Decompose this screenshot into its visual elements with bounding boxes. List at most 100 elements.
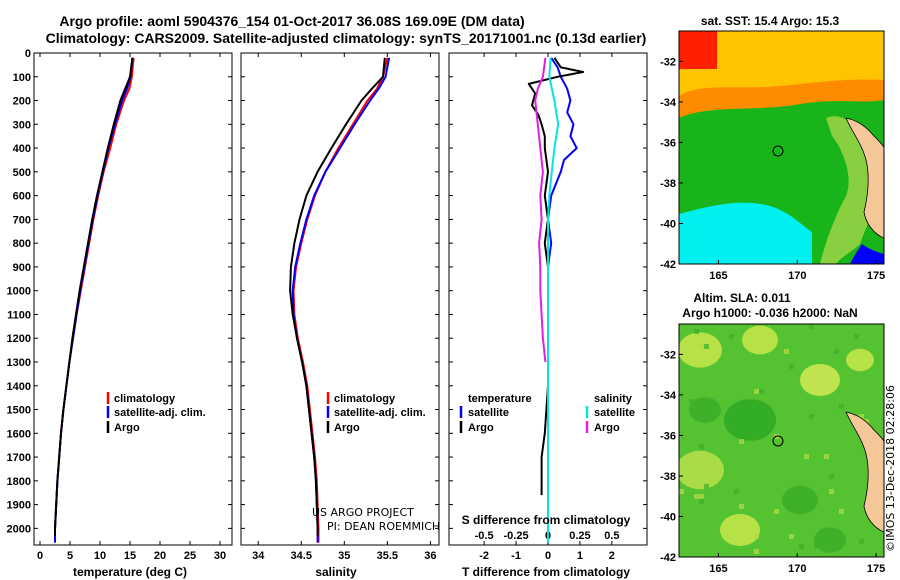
temperature-legend: climatology satellite-adj. clim. Argo bbox=[106, 392, 206, 434]
salinity-legend: climatology satellite-adj. clim. Argo bbox=[326, 392, 426, 434]
difference-series bbox=[527, 57, 585, 543]
salinity-axis: 34 34.5 35 35.5 36 bbox=[252, 53, 437, 562]
map-x-tick-label: 170 bbox=[788, 270, 806, 282]
map-cell bbox=[689, 399, 694, 404]
map-cell bbox=[839, 509, 844, 514]
temperature-xlabel: temperature (deg C) bbox=[73, 565, 187, 579]
x2-tick-label: -0.25 bbox=[504, 530, 529, 542]
map-x-tick-label: 170 bbox=[788, 563, 806, 575]
map-cell bbox=[704, 344, 709, 349]
legend-sal-satellite: satellite bbox=[594, 407, 635, 419]
map-cell bbox=[834, 349, 839, 354]
y-tick-label: 1100 bbox=[7, 309, 31, 321]
sst-map-title: sat. SST: 15.4 Argo: 15.3 bbox=[701, 14, 840, 28]
difference-legend-temperature: temperature satellite Argo bbox=[459, 393, 532, 434]
y-tick-label: 0 bbox=[25, 48, 31, 60]
legend-satellite: satellite-adj. clim. bbox=[334, 407, 426, 419]
y-tick-label: 100 bbox=[13, 72, 31, 84]
legend-argo: Argo bbox=[114, 422, 140, 434]
y-tick-label: 1500 bbox=[7, 405, 31, 417]
x-tick-label: 2 bbox=[609, 550, 615, 562]
map-cell bbox=[699, 344, 704, 349]
y-tick-label: 1200 bbox=[7, 333, 31, 345]
map-cell bbox=[699, 444, 704, 449]
x-tick-label: 10 bbox=[94, 550, 106, 562]
x2-tick-label: 0.25 bbox=[569, 530, 590, 542]
map-cell bbox=[800, 364, 840, 396]
sla-map-axes: 165 170 175 -32 -34 -36 -38 -40 -42 bbox=[660, 349, 885, 575]
map-cell bbox=[679, 332, 722, 368]
map-y-tick-label: -38 bbox=[660, 178, 676, 190]
map-cell bbox=[720, 514, 760, 546]
x2-tick-label: 0.5 bbox=[604, 530, 619, 542]
temperature-axis: 0 5 10 15 20 25 30 bbox=[37, 53, 226, 562]
map-y-tick-label: -42 bbox=[660, 259, 676, 271]
x-tick-label: 30 bbox=[214, 550, 226, 562]
credit-pi: PI: DEAN ROEMMICH bbox=[327, 520, 440, 533]
map-cell bbox=[854, 334, 859, 339]
x-tick-label: 1 bbox=[577, 550, 583, 562]
map-cell bbox=[729, 334, 734, 339]
sst-float-position bbox=[772, 145, 784, 157]
map-cell bbox=[829, 489, 834, 494]
map-y-tick-label: -42 bbox=[660, 552, 676, 564]
map-cell bbox=[689, 397, 721, 423]
temperature-series bbox=[54, 57, 135, 543]
map-cell bbox=[754, 549, 759, 554]
x-tick-label: 34.5 bbox=[291, 550, 312, 562]
salinity-series bbox=[289, 57, 391, 543]
sla-map-frame bbox=[678, 323, 885, 558]
temperature-plot-frame bbox=[33, 52, 233, 546]
x-tick-label: 0 bbox=[545, 550, 551, 562]
map-cell bbox=[742, 325, 778, 355]
legend-sal-argo: Argo bbox=[594, 422, 620, 434]
legend-header-salinity: salinity bbox=[594, 393, 633, 405]
title-line-2: Climatology: CARS2009. Satellite-adjuste… bbox=[46, 30, 647, 46]
y-tick-label: 200 bbox=[13, 96, 31, 108]
map-cell bbox=[809, 324, 814, 329]
series-line bbox=[527, 57, 585, 496]
y-tick-label: 1700 bbox=[7, 452, 31, 464]
sla-map bbox=[679, 324, 884, 557]
y-tick-label: 900 bbox=[13, 262, 31, 274]
salinity-plot-frame bbox=[240, 52, 440, 546]
sst-map-axes: 165 170 175 -32 -34 -36 -38 -40 -42 bbox=[660, 56, 885, 282]
x-tick-label: 0 bbox=[37, 550, 43, 562]
map-cell bbox=[814, 527, 846, 553]
series-line bbox=[534, 57, 547, 363]
map-cell bbox=[694, 494, 699, 499]
sst-deep-blue bbox=[850, 244, 884, 264]
map-cell bbox=[739, 504, 744, 509]
x-tick-label: 35 bbox=[338, 550, 350, 562]
map-cell bbox=[734, 489, 739, 494]
map-y-tick-label: -32 bbox=[660, 349, 676, 361]
x-tick-label: -2 bbox=[479, 550, 489, 562]
map-cell bbox=[679, 450, 724, 490]
map-cell bbox=[754, 534, 759, 539]
y-tick-label: 1000 bbox=[7, 286, 31, 298]
title-line-1: Argo profile: aoml 5904376_154 01-Oct-20… bbox=[59, 13, 524, 29]
x-tick-label: 25 bbox=[184, 550, 196, 562]
x-tick-label: 20 bbox=[154, 550, 166, 562]
series-line bbox=[54, 57, 134, 536]
difference-xlabel: T difference from climatology bbox=[462, 565, 630, 579]
map-x-tick-label: 175 bbox=[867, 270, 885, 282]
map-cell bbox=[804, 454, 809, 459]
map-cell bbox=[799, 544, 804, 549]
y-tick-label: 1800 bbox=[7, 476, 31, 488]
x-tick-label: -1 bbox=[511, 550, 521, 562]
map-cell bbox=[814, 544, 819, 549]
map-cell bbox=[864, 419, 869, 424]
map-y-tick-label: -38 bbox=[660, 471, 676, 483]
sla-map-title-2: Argo h1000: -0.036 h2000: NaN bbox=[682, 306, 857, 320]
y-tick-label: 500 bbox=[13, 167, 31, 179]
series-line bbox=[289, 57, 386, 536]
legend-temp-satellite: satellite bbox=[468, 407, 509, 419]
legend-climatology: climatology bbox=[114, 393, 176, 405]
x2-tick-label: -0.5 bbox=[475, 530, 494, 542]
sst-land-north-island bbox=[845, 117, 884, 239]
y-tick-label: 400 bbox=[13, 143, 31, 155]
map-cell bbox=[784, 349, 789, 354]
map-cell bbox=[694, 329, 699, 334]
